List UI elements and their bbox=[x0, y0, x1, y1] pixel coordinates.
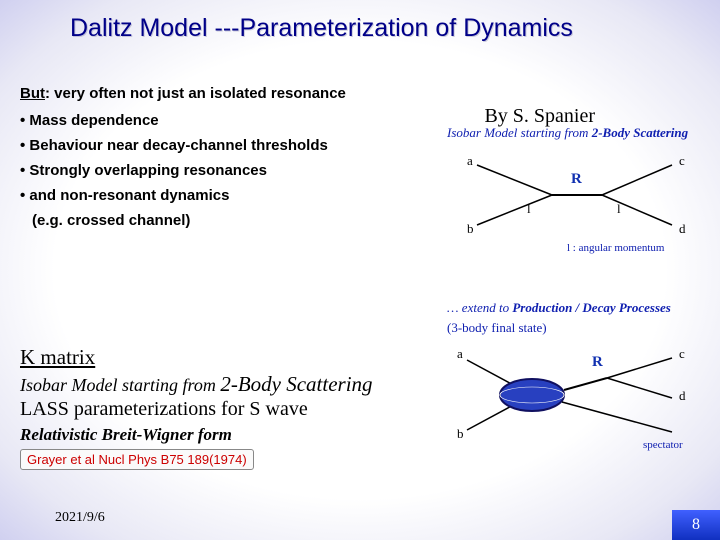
isobar-big: 2-Body Scattering bbox=[220, 372, 372, 396]
leg-b: b bbox=[467, 221, 474, 236]
but-prefix: But bbox=[20, 85, 45, 102]
slide-title: Dalitz Model ---Parameterization of Dyna… bbox=[0, 0, 720, 43]
but-rest: : very often not just an isolated resona… bbox=[45, 85, 346, 102]
leg-d: d bbox=[679, 221, 686, 236]
spectator-label: spectator bbox=[643, 439, 683, 451]
diag-top-caption-lead: Isobar Model starting from bbox=[447, 125, 592, 140]
diagram-production-caption: … extend to Production / Decay Processes bbox=[447, 300, 702, 316]
l-label-left: l bbox=[527, 201, 531, 216]
content-block: But: very often not just an isolated res… bbox=[20, 85, 450, 237]
resonance-label: R bbox=[571, 171, 582, 187]
isobar-lead: Isobar Model starting from bbox=[20, 375, 220, 395]
diag-bot-caption-strong: Production / Decay Processes bbox=[512, 300, 671, 315]
diag-bot-caption-lead: … extend to bbox=[447, 300, 512, 315]
diagram-scattering-caption: Isobar Model starting from 2-Body Scatte… bbox=[447, 125, 702, 141]
leg-a: a bbox=[467, 153, 473, 168]
indent-line: (e.g. crossed channel) bbox=[32, 212, 450, 229]
lass-line: LASS parameterizations for S wave bbox=[20, 398, 373, 421]
diagram-production: … extend to Production / Decay Processes… bbox=[447, 300, 702, 455]
prod-resonance-label: R bbox=[592, 354, 603, 370]
angular-note: l : angular momentum bbox=[567, 242, 665, 254]
diagram-scattering: Isobar Model starting from 2-Body Scatte… bbox=[447, 125, 702, 255]
rbw-line: Relativistic Breit-Wigner form bbox=[20, 425, 373, 445]
isobar-line: Isobar Model starting from 2-Body Scatte… bbox=[20, 372, 373, 397]
page-number: 8 bbox=[672, 510, 720, 540]
bullet-1: • Behaviour near decay-channel threshold… bbox=[20, 137, 450, 154]
kmatrix-block: K matrix Isobar Model starting from 2-Bo… bbox=[20, 345, 373, 470]
bullet-3: • and non-resonant dynamics bbox=[20, 187, 450, 204]
prod-leg-d: d bbox=[679, 388, 686, 403]
prod-leg-a: a bbox=[457, 346, 463, 361]
l-label-right: l bbox=[617, 201, 621, 216]
reference-box: Grayer et al Nucl Phys B75 189(1974) bbox=[20, 449, 254, 470]
slide-date: 2021/9/6 bbox=[55, 510, 105, 526]
but-line: But: very often not just an isolated res… bbox=[20, 85, 450, 102]
kmatrix-heading: K matrix bbox=[20, 345, 373, 370]
prod-leg-c: c bbox=[679, 346, 685, 361]
diag-top-caption-strong: 2-Body Scattering bbox=[592, 125, 688, 140]
diagram-production-sub: (3-body final state) bbox=[447, 320, 702, 336]
prod-leg-b: b bbox=[457, 426, 464, 441]
bullet-0: • Mass dependence bbox=[20, 112, 450, 129]
diagram-scattering-svg: a b c d R l l l : angular momentum bbox=[447, 145, 702, 257]
leg-c: c bbox=[679, 153, 685, 168]
diagram-production-svg: a b R c d spectator bbox=[447, 340, 702, 460]
bullet-2: • Strongly overlapping resonances bbox=[20, 162, 450, 179]
